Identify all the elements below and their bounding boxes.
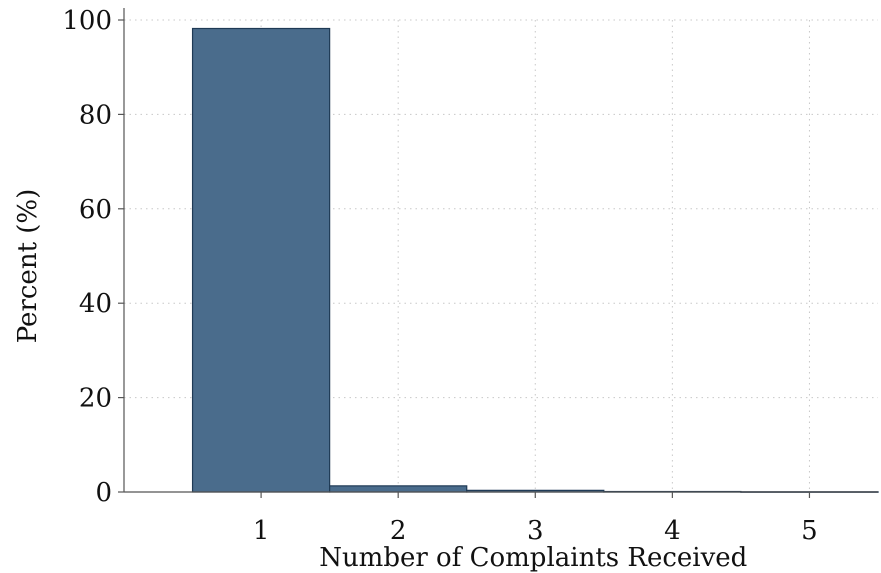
y-tick-label: 40	[79, 289, 112, 319]
x-axis-label: Number of Complaints Received	[319, 543, 747, 573]
y-tick-label: 0	[95, 478, 112, 508]
y-tick-label: 100	[62, 6, 112, 36]
x-tick-labels: 1 2 3 4 5	[253, 516, 818, 546]
axes	[118, 8, 878, 498]
y-axis-label: Percent (%)	[13, 189, 43, 344]
grid-lines	[124, 19, 878, 492]
x-tick-label: 5	[801, 516, 818, 546]
y-tick-label: 60	[79, 195, 112, 225]
y-tick-labels: 0 20 40 60 80 100	[62, 6, 112, 508]
x-tick-label: 1	[253, 516, 270, 546]
bar-2	[329, 485, 468, 493]
x-tick-label: 2	[390, 516, 407, 546]
bar-1	[191, 27, 331, 493]
x-tick-label: 4	[664, 516, 681, 546]
x-tick-label: 3	[527, 516, 544, 546]
y-tick-label: 20	[79, 384, 112, 414]
y-tick-label: 80	[79, 100, 112, 130]
